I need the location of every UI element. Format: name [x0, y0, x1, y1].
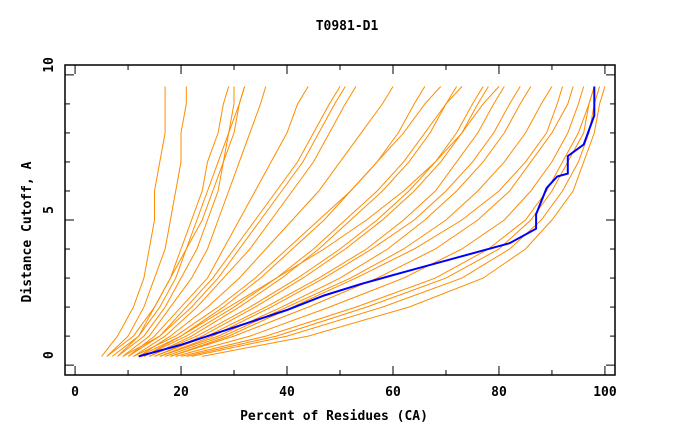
axis-ticks — [65, 65, 615, 375]
background-series-line-27 — [159, 86, 532, 357]
background-series-line-9 — [154, 86, 489, 357]
highlight-series-line — [138, 86, 596, 358]
y-tick-label: 10 — [42, 57, 57, 73]
background-series-line-1 — [106, 86, 187, 357]
x-tick-label: 0 — [71, 385, 79, 400]
chart-title: T0981-D1 — [316, 19, 379, 34]
x-tick-label: 20 — [173, 385, 189, 400]
background-series-line-5 — [133, 86, 357, 357]
background-series-line-11 — [164, 86, 553, 357]
background-series-line-25 — [106, 86, 246, 357]
x-tick-label: 100 — [593, 385, 617, 400]
background-series-line-14 — [180, 86, 595, 357]
background-series-line-8 — [148, 86, 458, 357]
background-series-line-16 — [202, 86, 606, 357]
background-series-line-20 — [143, 86, 463, 357]
background-series-line-17 — [111, 86, 246, 357]
y-tick-labels: 0 5 10 — [42, 57, 57, 359]
y-axis-label: Distance Cutoff, A — [20, 161, 35, 302]
background-series-line-22 — [127, 86, 341, 357]
background-series-group — [101, 86, 606, 357]
background-series-line-6 — [138, 86, 394, 357]
background-series-line-7 — [143, 86, 426, 357]
background-series-line-24 — [149, 86, 484, 357]
background-series-line-10 — [159, 86, 521, 357]
background-series-line-21 — [154, 86, 505, 357]
background-series-line-4 — [127, 86, 309, 357]
background-series-line-29 — [186, 86, 595, 357]
background-series-line-12 — [170, 86, 574, 357]
x-tick-label: 80 — [491, 385, 507, 400]
background-series-line-3 — [122, 86, 267, 357]
background-series-line-13 — [175, 86, 585, 357]
x-tick-labels: 0 20 40 60 80 100 — [71, 385, 617, 400]
background-series-line-2 — [117, 86, 230, 357]
background-series-line-18 — [122, 86, 346, 357]
background-series-line-26 — [117, 86, 235, 357]
plot-frame — [64, 64, 616, 376]
x-axis-label: Percent of Residues (CA) — [240, 409, 428, 424]
y-tick-label: 5 — [42, 206, 57, 214]
x-tick-label: 60 — [385, 385, 401, 400]
background-series-line-28 — [170, 86, 563, 357]
background-series-line-19 — [133, 86, 442, 357]
background-series-line-23 — [138, 86, 500, 357]
background-series-line-0 — [101, 86, 166, 357]
y-tick-label: 0 — [42, 351, 57, 359]
x-tick-label: 40 — [279, 385, 295, 400]
highlight-series-group — [138, 86, 596, 358]
